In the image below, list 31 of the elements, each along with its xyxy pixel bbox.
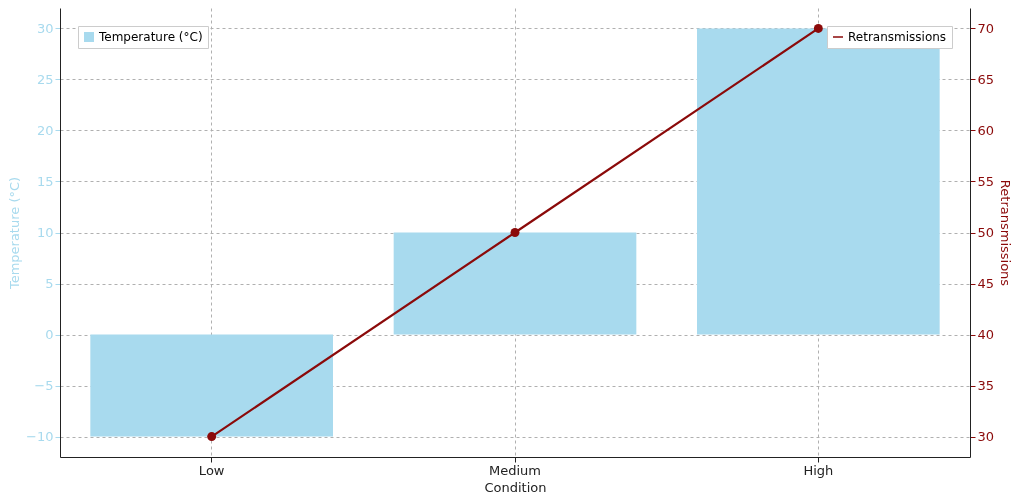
x-tick-label: Low xyxy=(198,462,225,478)
bar xyxy=(90,334,333,437)
y2-tick-label: 40 xyxy=(977,327,995,343)
y2-axis-title: Retransmissions xyxy=(998,179,1014,287)
y-tick-label: 0 xyxy=(45,327,54,343)
point xyxy=(813,23,823,33)
point xyxy=(510,228,520,237)
x-tick-label: Medium xyxy=(489,462,541,478)
y2-tick-label: 30 xyxy=(977,429,995,445)
y-tick-label: −10 xyxy=(26,429,54,445)
legend-label: Temperature (°C) xyxy=(98,30,203,44)
y-tick-label: 25 xyxy=(36,71,54,87)
y2-tick-label: 50 xyxy=(977,225,995,240)
x-tick-label: High xyxy=(803,462,834,478)
point xyxy=(207,432,217,442)
y-tick-label: 5 xyxy=(45,276,54,292)
x-axis-title: Condition xyxy=(484,479,547,495)
y-tick-label: 10 xyxy=(36,225,54,240)
y-tick-label: 20 xyxy=(36,122,54,138)
y2-tick-label: 55 xyxy=(977,173,995,189)
y-axis-title: Temperature (°C) xyxy=(7,176,23,291)
y-tick-label: 30 xyxy=(36,20,54,36)
y-tick-label: 15 xyxy=(36,173,54,189)
y-tick-label: −5 xyxy=(34,378,54,394)
y2-tick-label: 70 xyxy=(977,20,995,36)
y2-tick-label: 35 xyxy=(977,378,995,394)
y2-tick-label: 65 xyxy=(977,71,995,87)
bar xyxy=(393,232,637,335)
y2-tick-label: 45 xyxy=(977,276,995,292)
legend-label: Retransmissions xyxy=(848,30,947,44)
y2-tick-label: 60 xyxy=(977,122,995,138)
